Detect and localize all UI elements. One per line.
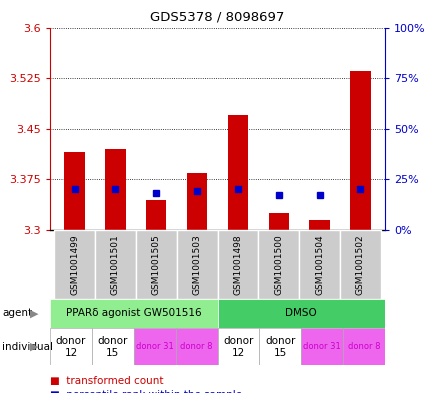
FancyBboxPatch shape xyxy=(300,328,342,365)
Text: PPARδ agonist GW501516: PPARδ agonist GW501516 xyxy=(66,309,201,318)
FancyBboxPatch shape xyxy=(95,230,135,299)
FancyBboxPatch shape xyxy=(339,230,380,299)
FancyBboxPatch shape xyxy=(217,230,258,299)
FancyBboxPatch shape xyxy=(258,230,299,299)
Bar xyxy=(146,200,166,230)
Bar xyxy=(268,213,288,230)
Text: DMSO: DMSO xyxy=(285,309,316,318)
FancyBboxPatch shape xyxy=(135,230,176,299)
Text: donor
15: donor 15 xyxy=(264,336,295,358)
Text: ■  percentile rank within the sample: ■ percentile rank within the sample xyxy=(50,390,242,393)
Text: GSM1001503: GSM1001503 xyxy=(192,234,201,295)
Text: donor 8: donor 8 xyxy=(180,342,212,351)
FancyBboxPatch shape xyxy=(92,328,134,365)
Bar xyxy=(105,149,125,230)
Text: donor
12: donor 12 xyxy=(223,336,253,358)
Text: donor 31: donor 31 xyxy=(302,342,340,351)
FancyBboxPatch shape xyxy=(50,299,217,328)
FancyBboxPatch shape xyxy=(217,328,259,365)
Text: donor 31: donor 31 xyxy=(135,342,173,351)
Bar xyxy=(309,220,329,230)
FancyBboxPatch shape xyxy=(54,230,95,299)
Title: GDS5378 / 8098697: GDS5378 / 8098697 xyxy=(150,11,284,24)
Text: individual: individual xyxy=(2,342,53,352)
Text: GSM1001499: GSM1001499 xyxy=(70,234,79,295)
Text: GSM1001505: GSM1001505 xyxy=(151,234,160,295)
FancyBboxPatch shape xyxy=(259,328,300,365)
Bar xyxy=(227,115,247,230)
Text: donor
12: donor 12 xyxy=(56,336,86,358)
Text: GSM1001498: GSM1001498 xyxy=(233,234,242,295)
Text: ■  transformed count: ■ transformed count xyxy=(50,376,163,386)
FancyBboxPatch shape xyxy=(134,328,175,365)
Bar xyxy=(64,152,85,230)
Text: donor 8: donor 8 xyxy=(347,342,379,351)
Text: GSM1001504: GSM1001504 xyxy=(314,234,323,295)
Text: ▶: ▶ xyxy=(30,309,38,318)
Bar xyxy=(349,72,370,230)
Text: agent: agent xyxy=(2,309,32,318)
FancyBboxPatch shape xyxy=(217,299,384,328)
FancyBboxPatch shape xyxy=(342,328,384,365)
FancyBboxPatch shape xyxy=(176,230,217,299)
FancyBboxPatch shape xyxy=(299,230,339,299)
Text: GSM1001502: GSM1001502 xyxy=(355,234,364,295)
Text: GSM1001501: GSM1001501 xyxy=(111,234,120,295)
FancyBboxPatch shape xyxy=(175,328,217,365)
Text: GSM1001500: GSM1001500 xyxy=(274,234,283,295)
Bar xyxy=(187,173,207,230)
Text: donor
15: donor 15 xyxy=(97,336,128,358)
Text: ▶: ▶ xyxy=(30,342,38,352)
FancyBboxPatch shape xyxy=(50,328,92,365)
